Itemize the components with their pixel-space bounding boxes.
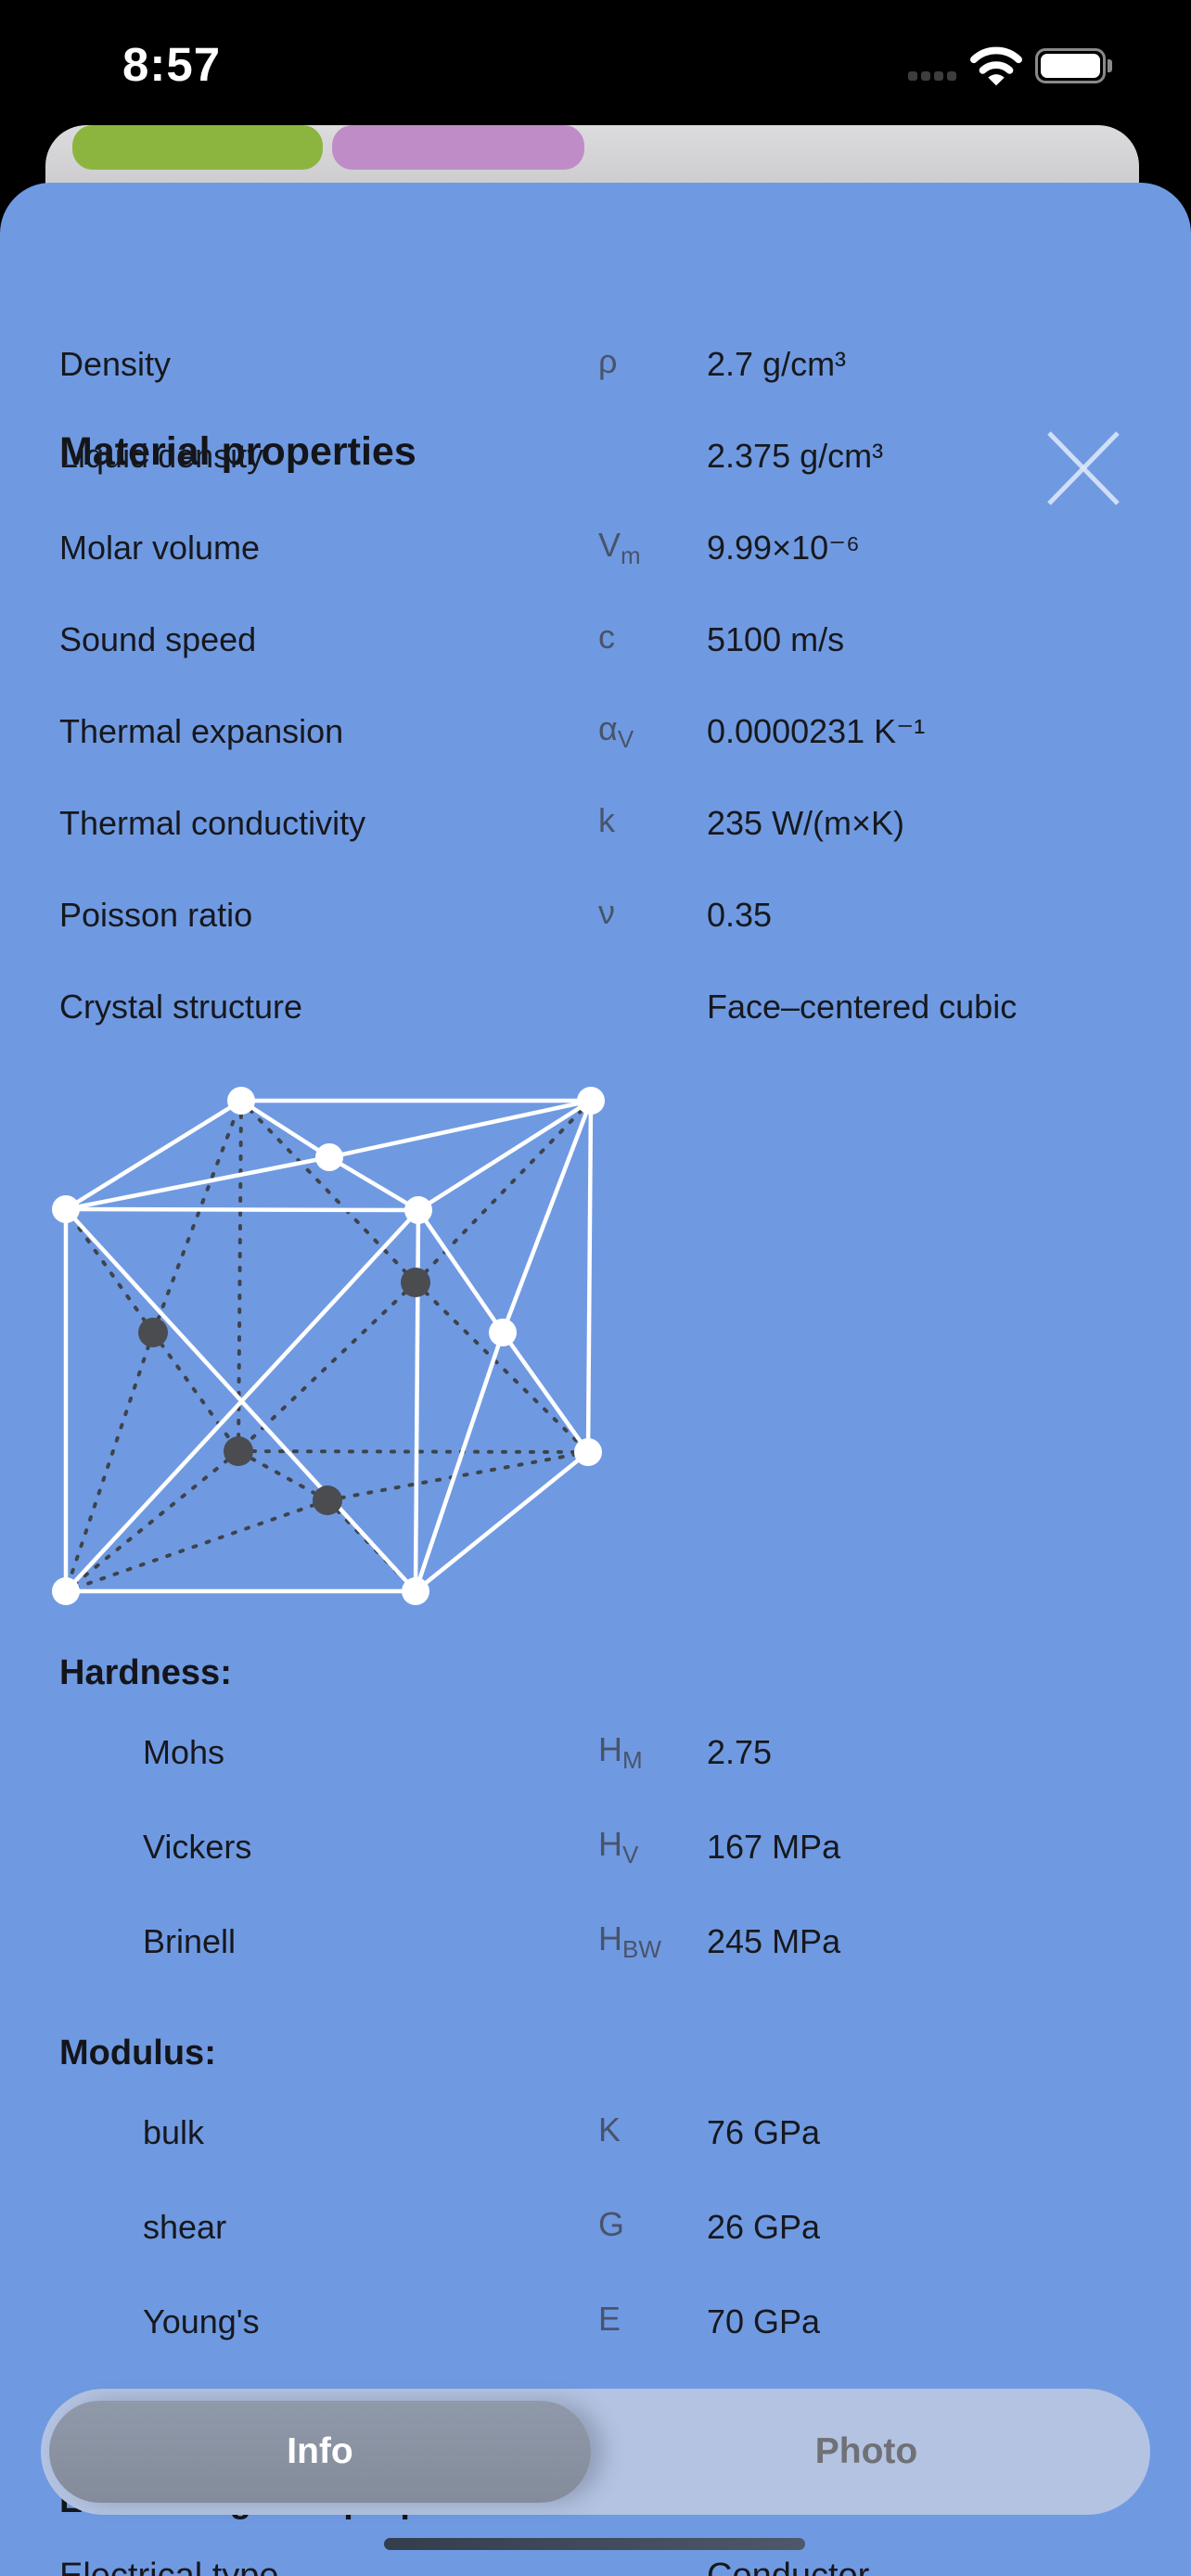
property-row-thermal-conductivity: Thermal conductivity k 235 W/(m×K) <box>0 777 1191 869</box>
property-symbol: HM <box>598 1729 643 1775</box>
property-value: 245 MPa <box>707 1922 841 1960</box>
modulus-row-youngs: Young's E 70 GPa <box>0 2275 1191 2369</box>
hardness-row-vickers: Vickers HV 167 MPa <box>0 1800 1191 1894</box>
property-symbol: HBW <box>598 1919 661 1964</box>
property-symbol: Vm <box>598 525 641 569</box>
property-label: Thermal expansion <box>59 711 344 750</box>
battery-icon <box>1035 48 1112 83</box>
modulus-row-bulk: bulk K 76 GPa <box>0 2085 1191 2180</box>
category-pill-purple <box>332 125 584 170</box>
property-row-density: Density ρ 2.7 g/cm³ <box>0 318 1191 410</box>
property-symbol: G <box>598 2204 625 2243</box>
category-pill-green <box>72 125 323 170</box>
tab-photo[interactable]: Photo <box>814 2431 918 2471</box>
property-row-sound-speed: Sound speed c 5100 m/s <box>0 593 1191 685</box>
property-value: 167 MPa <box>707 1828 841 1866</box>
property-value: 26 GPa <box>707 2208 821 2246</box>
home-indicator[interactable] <box>384 2538 805 2550</box>
status-time: 8:57 <box>122 38 222 91</box>
property-list: Density ρ 2.7 g/cm³ Liquid density 2.375… <box>0 318 1191 1052</box>
property-value: 2.75 <box>707 1733 773 1771</box>
material-properties-sheet: Material properties Density ρ 2.7 g/cm³ … <box>0 183 1191 2576</box>
property-label: Crystal structure <box>59 987 303 1026</box>
property-value: Face–centered cubic <box>707 987 1018 1026</box>
hardness-row-brinell: Brinell HBW 245 MPa <box>0 1894 1191 1989</box>
property-label: Liquid density <box>59 436 264 475</box>
hardness-section: Hardness: Mohs HM 2.75 Vickers HV 167 MP… <box>0 1651 1191 1989</box>
property-symbol: k <box>598 800 615 839</box>
hidden-atoms <box>138 1268 430 1515</box>
fcc-crystal-structure-diagram <box>52 1087 605 1605</box>
modulus-row-shear: shear G 26 GPa <box>0 2180 1191 2275</box>
property-symbol: αV <box>598 708 634 753</box>
property-value: 2.7 g/cm³ <box>707 344 847 383</box>
tab-info[interactable]: Info <box>49 2401 591 2503</box>
page-title: Material properties <box>59 429 416 474</box>
property-row-crystal-structure: Crystal structure Face–centered cubic <box>0 961 1191 1052</box>
visible-edges <box>63 1098 594 1594</box>
property-label: Electrical type <box>59 2557 279 2576</box>
close-icon <box>1047 431 1120 505</box>
property-row-poisson-ratio: Poisson ratio ν 0.35 <box>0 869 1191 961</box>
property-label: Thermal conductivity <box>59 803 366 842</box>
property-label: bulk <box>143 2113 205 2151</box>
property-value: 0.0000231 K⁻¹ <box>707 711 926 750</box>
property-label: Poisson ratio <box>59 895 253 934</box>
property-value: 76 GPa <box>707 2113 821 2151</box>
property-symbol: ν <box>598 892 615 931</box>
visible-atoms <box>52 1087 605 1605</box>
property-value: 0.35 <box>707 895 773 934</box>
property-row-molar-volume: Molar volume Vm 9.99×10⁻⁶ <box>0 502 1191 593</box>
property-label: Vickers <box>143 1828 252 1866</box>
hardness-row-mohs: Mohs HM 2.75 <box>0 1705 1191 1800</box>
cellular-dots-icon <box>908 71 956 81</box>
property-value: 235 W/(m×K) <box>707 803 905 842</box>
property-label: Sound speed <box>59 619 257 658</box>
property-symbol: K <box>598 2110 621 2149</box>
property-value: 70 GPa <box>707 2302 821 2340</box>
property-label: Brinell <box>143 1922 237 1960</box>
info-photo-segmented-control: Info Photo <box>41 2389 1150 2515</box>
property-value: Conductor <box>707 2557 870 2576</box>
property-label: shear <box>143 2208 227 2246</box>
property-value: 9.99×10⁻⁶ <box>707 528 860 567</box>
property-symbol: c <box>598 617 615 656</box>
property-label: Molar volume <box>59 528 261 567</box>
close-button[interactable] <box>1043 427 1124 509</box>
property-value: 2.375 g/cm³ <box>707 436 884 475</box>
status-bar: 8:57 <box>0 0 1191 125</box>
property-label: Mohs <box>143 1733 225 1771</box>
hidden-edges <box>64 1099 593 1593</box>
property-label: Density <box>59 344 172 383</box>
modulus-header: Modulus: <box>59 2034 216 2072</box>
property-label: Young's <box>143 2302 260 2340</box>
property-symbol: E <box>598 2299 621 2338</box>
hardness-header: Hardness: <box>59 1653 232 1692</box>
property-row-liquid-density: Liquid density 2.375 g/cm³ <box>0 410 1191 502</box>
property-symbol: ρ <box>598 341 618 380</box>
property-symbol: HV <box>598 1824 639 1869</box>
wifi-icon <box>969 46 1023 86</box>
electrical-type-row: Electrical type Conductor <box>0 2557 1191 2576</box>
property-row-thermal-expansion: Thermal expansion αV 0.0000231 K⁻¹ <box>0 685 1191 777</box>
property-value: 5100 m/s <box>707 619 845 658</box>
modulus-section: Modulus: bulk K 76 GPa shear G 26 GPa Yo… <box>0 2032 1191 2369</box>
